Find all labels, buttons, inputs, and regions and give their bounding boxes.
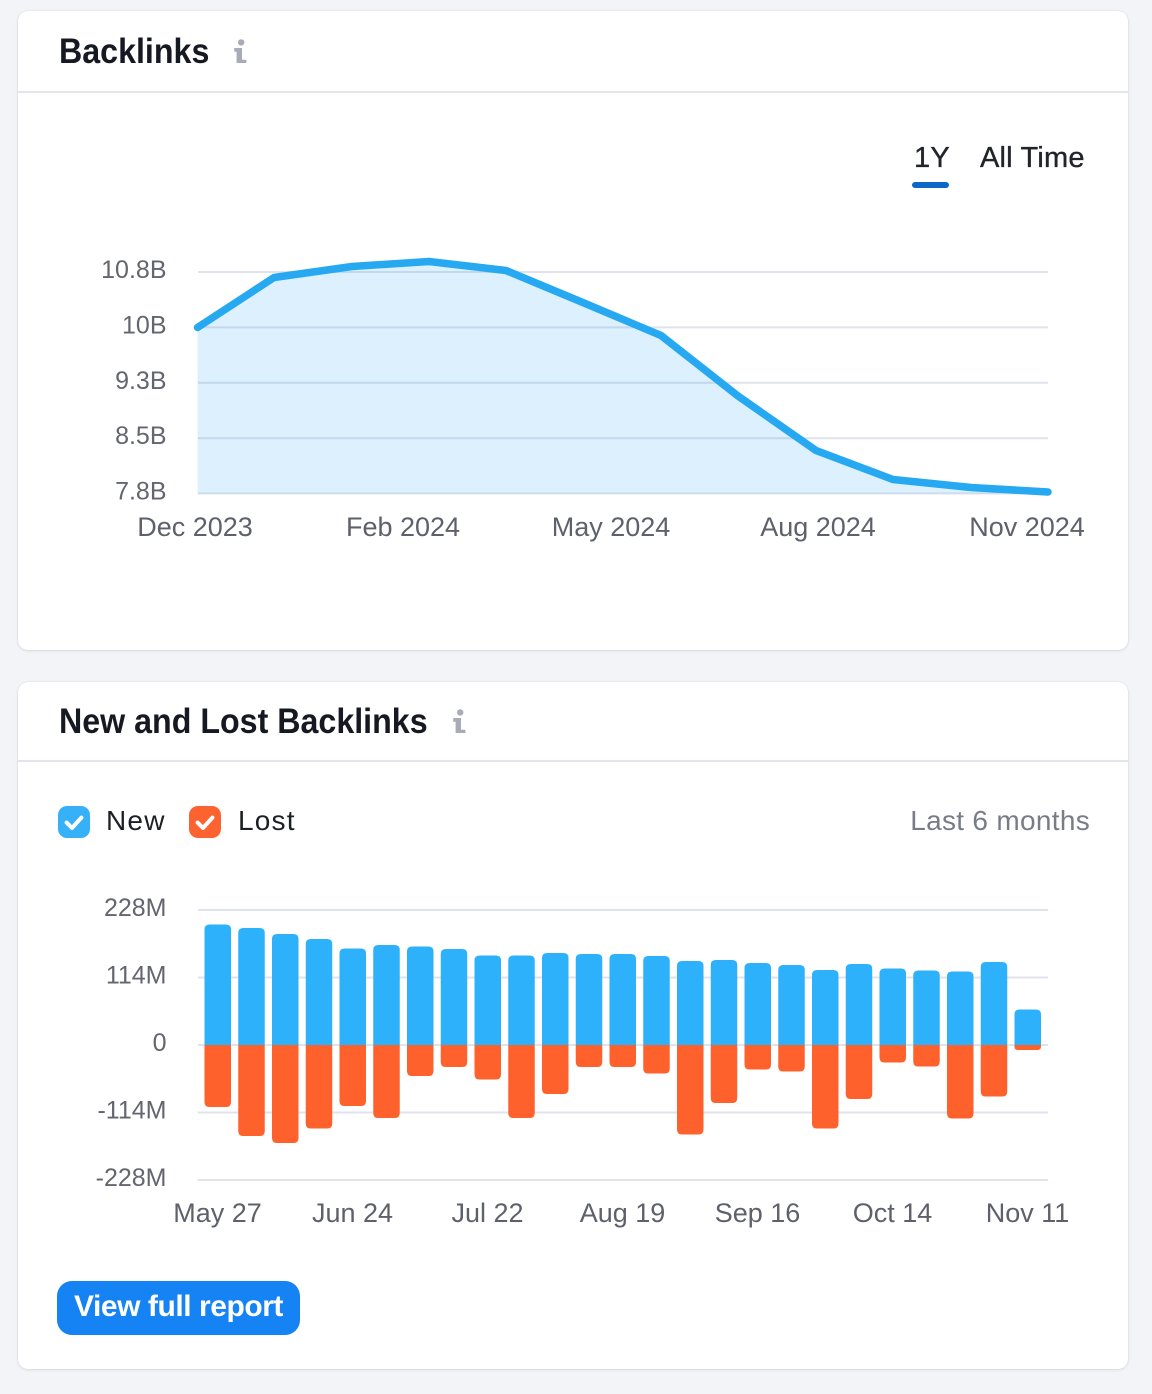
svg-text:7.8B: 7.8B [115, 478, 166, 506]
svg-text:9.3B: 9.3B [115, 367, 166, 395]
svg-text:Sep 16: Sep 16 [715, 1198, 801, 1228]
svg-text:0: 0 [153, 1029, 167, 1057]
svg-text:228M: 228M [104, 895, 167, 922]
svg-text:Aug 2024: Aug 2024 [760, 512, 876, 542]
svg-text:Oct 14: Oct 14 [853, 1198, 933, 1228]
svg-text:-228M: -228M [96, 1164, 167, 1192]
svg-text:Jul 22: Jul 22 [451, 1198, 523, 1228]
svg-text:-114M: -114M [97, 1097, 166, 1125]
svg-text:May 27: May 27 [173, 1198, 262, 1228]
svg-text:Nov 2024: Nov 2024 [969, 512, 1085, 542]
svg-text:Nov 11: Nov 11 [986, 1198, 1070, 1228]
svg-text:10B: 10B [122, 311, 166, 339]
svg-text:Feb 2024: Feb 2024 [346, 512, 460, 542]
svg-text:8.5B: 8.5B [115, 422, 166, 450]
svg-text:Aug 19: Aug 19 [580, 1198, 666, 1228]
svg-text:Jun 24: Jun 24 [312, 1198, 393, 1228]
svg-text:May 2024: May 2024 [552, 512, 671, 542]
svg-text:10.8B: 10.8B [101, 256, 166, 284]
svg-text:114M: 114M [106, 962, 167, 990]
svg-text:Dec 2023: Dec 2023 [137, 512, 253, 542]
